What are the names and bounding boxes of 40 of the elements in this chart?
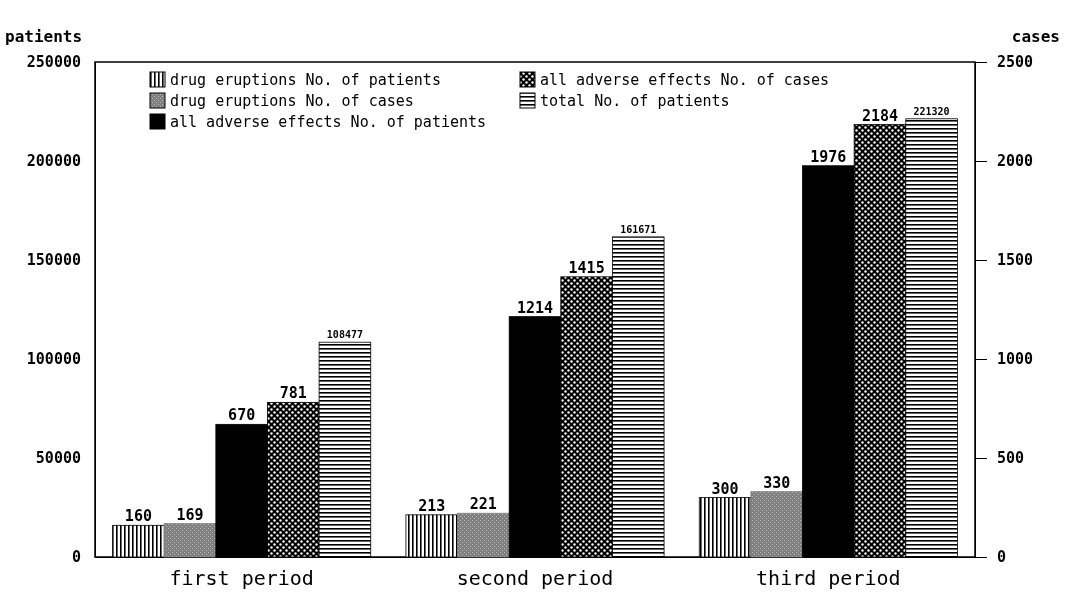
bar xyxy=(457,512,510,558)
y2-axis-title: cases xyxy=(1011,27,1060,46)
y2-tick-label: 1500 xyxy=(997,251,1034,270)
data-label: 1976 xyxy=(810,147,847,166)
data-label: 330 xyxy=(763,473,791,492)
legend-label: all adverse effects No. of patients xyxy=(170,113,487,131)
bar xyxy=(750,491,803,558)
data-label: 161671 xyxy=(620,223,657,235)
legend-label: total No. of patients xyxy=(540,92,730,110)
y2-tick-label: 500 xyxy=(997,449,1025,468)
data-label: 670 xyxy=(228,406,256,425)
y-tick-label: 150000 xyxy=(26,251,81,270)
data-label: 108477 xyxy=(326,329,363,341)
y2-tick-label: 2500 xyxy=(997,53,1034,72)
data-label: 221 xyxy=(469,495,497,514)
y-tick-label: 0 xyxy=(71,548,81,567)
data-label: 160 xyxy=(124,507,152,526)
y2-tick-label: 2000 xyxy=(997,152,1034,171)
y-axis-title: patients xyxy=(5,27,83,46)
data-label: 1214 xyxy=(516,298,554,317)
x-tick-label: second period xyxy=(456,566,614,591)
data-label: 221320 xyxy=(913,105,950,117)
y-tick-label: 200000 xyxy=(26,152,81,171)
data-label: 169 xyxy=(176,505,204,524)
data-label: 213 xyxy=(418,496,446,515)
y-tick-label: 100000 xyxy=(26,350,81,369)
x-tick-label: third period xyxy=(756,566,901,591)
legend-label: drug eruptions No. of cases xyxy=(170,92,414,110)
legend-label: all adverse effects No. of cases xyxy=(540,71,829,89)
bar xyxy=(163,523,217,558)
data-label: 300 xyxy=(711,479,739,498)
legend-label: drug eruptions No. of patients xyxy=(170,71,441,89)
y2-tick-label: 0 xyxy=(997,548,1007,567)
data-label: 2184 xyxy=(861,106,899,125)
y-tick-label: 250000 xyxy=(26,53,81,72)
y2-tick-label: 1000 xyxy=(997,350,1034,369)
data-label: 781 xyxy=(279,384,307,403)
y-tick-label: 50000 xyxy=(35,449,81,468)
x-tick-label: first period xyxy=(169,566,314,591)
data-label: 1415 xyxy=(568,258,605,277)
